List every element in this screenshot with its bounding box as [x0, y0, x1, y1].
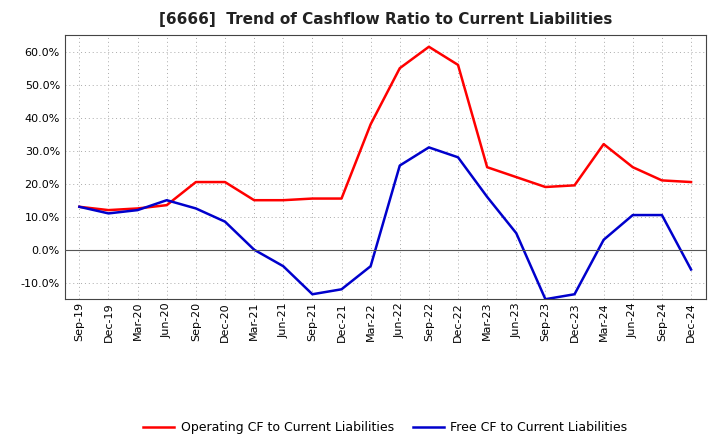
Operating CF to Current Liabilities: [75, 204, 84, 209]
Free CF to Current Liabilities: [570, 292, 579, 297]
Operating CF to Current Liabilities: [570, 183, 579, 188]
Free CF to Current Liabilities: [483, 194, 492, 200]
Free CF to Current Liabilities: [395, 163, 404, 168]
Operating CF to Current Liabilities: [279, 198, 287, 203]
Line: Free CF to Current Liabilities: Free CF to Current Liabilities: [79, 147, 691, 299]
Operating CF to Current Liabilities: [483, 165, 492, 170]
Free CF to Current Liabilities: [337, 287, 346, 292]
Free CF to Current Liabilities: [75, 204, 84, 209]
Free CF to Current Liabilities: [133, 207, 142, 213]
Operating CF to Current Liabilities: [687, 180, 696, 185]
Free CF to Current Liabilities: [599, 237, 608, 242]
Operating CF to Current Liabilities: [192, 180, 200, 185]
Free CF to Current Liabilities: [279, 264, 287, 269]
Operating CF to Current Liabilities: [541, 184, 550, 190]
Operating CF to Current Liabilities: [308, 196, 317, 201]
Free CF to Current Liabilities: [629, 213, 637, 218]
Free CF to Current Liabilities: [541, 297, 550, 302]
Free CF to Current Liabilities: [220, 219, 229, 224]
Legend: Operating CF to Current Liabilities, Free CF to Current Liabilities: Operating CF to Current Liabilities, Fre…: [138, 416, 632, 439]
Operating CF to Current Liabilities: [250, 198, 258, 203]
Operating CF to Current Liabilities: [395, 66, 404, 71]
Free CF to Current Liabilities: [308, 292, 317, 297]
Free CF to Current Liabilities: [250, 247, 258, 253]
Operating CF to Current Liabilities: [599, 141, 608, 147]
Operating CF to Current Liabilities: [629, 165, 637, 170]
Free CF to Current Liabilities: [192, 206, 200, 211]
Free CF to Current Liabilities: [163, 198, 171, 203]
Free CF to Current Liabilities: [454, 154, 462, 160]
Operating CF to Current Liabilities: [220, 180, 229, 185]
Free CF to Current Liabilities: [657, 213, 666, 218]
Operating CF to Current Liabilities: [366, 121, 375, 127]
Operating CF to Current Liabilities: [163, 202, 171, 208]
Free CF to Current Liabilities: [366, 264, 375, 269]
Operating CF to Current Liabilities: [454, 62, 462, 67]
Free CF to Current Liabilities: [687, 267, 696, 272]
Operating CF to Current Liabilities: [337, 196, 346, 201]
Operating CF to Current Liabilities: [104, 207, 113, 213]
Operating CF to Current Liabilities: [133, 206, 142, 211]
Operating CF to Current Liabilities: [657, 178, 666, 183]
Line: Operating CF to Current Liabilities: Operating CF to Current Liabilities: [79, 47, 691, 210]
Free CF to Current Liabilities: [104, 211, 113, 216]
Free CF to Current Liabilities: [425, 145, 433, 150]
Operating CF to Current Liabilities: [425, 44, 433, 49]
Title: [6666]  Trend of Cashflow Ratio to Current Liabilities: [6666] Trend of Cashflow Ratio to Curren…: [158, 12, 612, 27]
Free CF to Current Liabilities: [512, 231, 521, 236]
Operating CF to Current Liabilities: [512, 174, 521, 180]
